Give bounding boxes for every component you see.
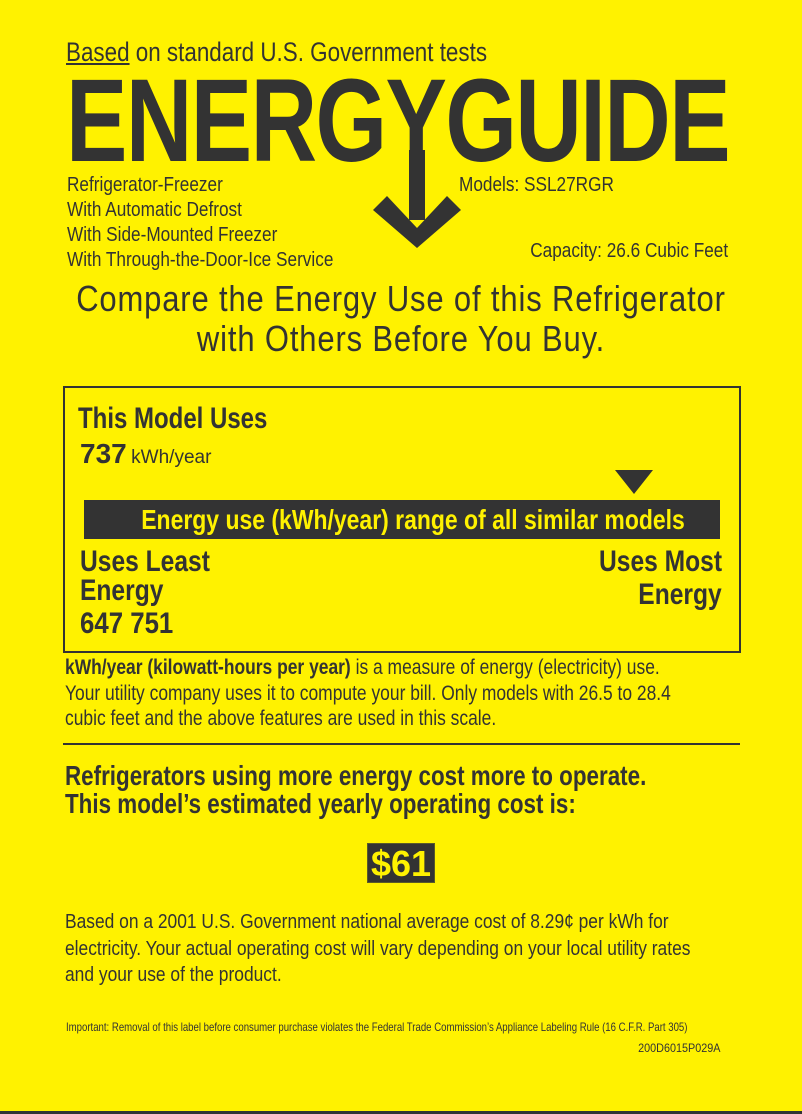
bottom-edge <box>0 1111 802 1114</box>
feature-3: With Side-Mounted Freezer <box>67 224 278 246</box>
uses-least-2: Energy <box>80 574 164 607</box>
uses-most-1: Uses Most <box>598 545 722 578</box>
model-usage: 737 kWh/year <box>80 438 211 470</box>
divider <box>63 743 740 745</box>
feature-4: With Through-the-Door-Ice Service <box>67 249 334 271</box>
down-arrow-icon <box>373 150 461 248</box>
feature-2: With Automatic Defrost <box>67 199 242 221</box>
uses-most-2: Energy <box>638 578 722 611</box>
explanation-rest: is a measure of energy (electricity) use… <box>350 656 660 679</box>
range-values: 647 751 <box>80 607 174 640</box>
explanation-bold: kWh/year (kilowatt-hours per year) <box>65 656 351 679</box>
model-usage-value: 737 <box>80 438 127 469</box>
yearly-cost-badge: $61 <box>367 843 435 884</box>
label-code: 200D6015P029A <box>637 1041 720 1055</box>
cost-heading-2: This model’s estimated yearly operating … <box>65 788 576 819</box>
models: Models: SSL27RGR <box>459 174 614 196</box>
cost-heading-1: Refrigerators using more energy cost mor… <box>65 760 647 791</box>
tests-rest: on standard U.S. Government tests <box>129 37 488 67</box>
yearly-cost: $61 <box>370 843 432 884</box>
model-usage-unit: kWh/year <box>131 447 212 468</box>
compare-line-2: with Others Before You Buy. <box>196 318 606 359</box>
model-position-marker-icon <box>615 470 654 494</box>
cost-note-1: Based on a 2001 U.S. Government national… <box>65 911 669 933</box>
compare-line-1: Compare the Energy Use of this Refrigera… <box>76 278 726 319</box>
energy-usage-box <box>63 386 741 653</box>
energyguide-logo: ENERGYGUIDE <box>66 55 731 187</box>
cost-note-3: and your use of the product. <box>65 964 282 986</box>
explanation-line-1: kWh/year (kilowatt-hours per year) is a … <box>65 656 660 680</box>
removal-warning: Important: Removal of this label before … <box>66 1020 688 1034</box>
tests-prefix: Based <box>66 37 130 67</box>
feature-1: Refrigerator-Freezer <box>67 174 223 196</box>
tests-note: Based on standard U.S. Government tests <box>66 37 487 68</box>
explanation-line-2: Your utility company uses it to compute … <box>65 682 671 705</box>
capacity: Capacity: 26.6 Cubic Feet <box>530 240 728 262</box>
range-label: Energy use (kWh/year) range of all simil… <box>141 504 685 535</box>
uses-least-1: Uses Least <box>80 545 210 578</box>
explanation-line-3: cubic feet and the above features are us… <box>65 707 497 730</box>
this-model-uses: This Model Uses <box>78 402 268 435</box>
energy-range-bar: Energy use (kWh/year) range of all simil… <box>84 500 720 539</box>
cost-note-2: electricity. Your actual operating cost … <box>65 938 691 960</box>
